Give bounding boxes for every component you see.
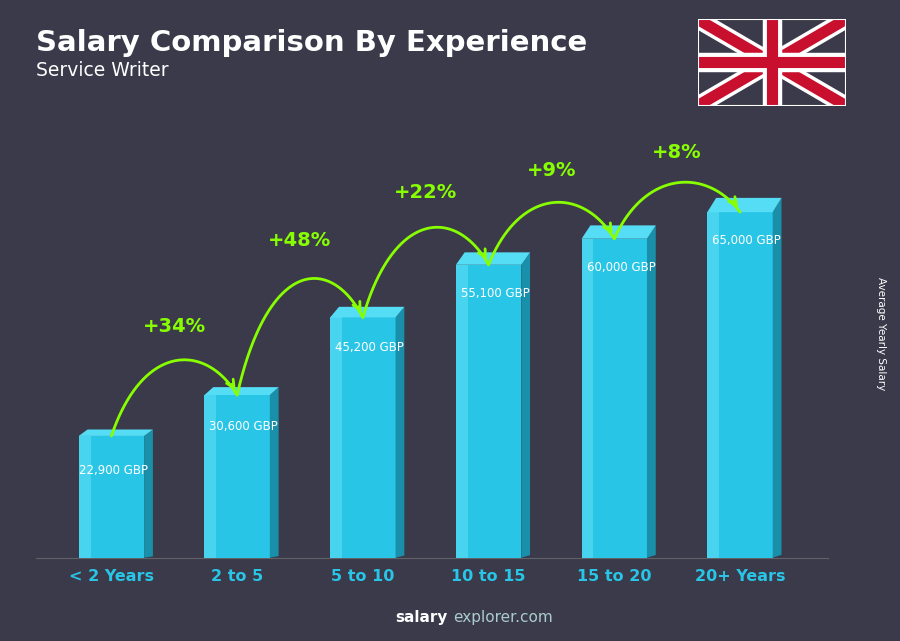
Text: +48%: +48% bbox=[268, 231, 331, 250]
Text: 60,000 GBP: 60,000 GBP bbox=[587, 262, 655, 274]
Polygon shape bbox=[707, 212, 719, 558]
Text: +22%: +22% bbox=[394, 183, 457, 201]
Text: 55,100 GBP: 55,100 GBP bbox=[461, 287, 530, 301]
Polygon shape bbox=[204, 387, 279, 395]
Text: Average Yearly Salary: Average Yearly Salary bbox=[877, 277, 886, 390]
Polygon shape bbox=[456, 253, 530, 265]
Text: explorer.com: explorer.com bbox=[453, 610, 553, 625]
Polygon shape bbox=[330, 317, 342, 558]
Polygon shape bbox=[581, 226, 656, 238]
Polygon shape bbox=[707, 198, 781, 212]
Polygon shape bbox=[521, 253, 530, 558]
Polygon shape bbox=[773, 198, 781, 558]
Text: 22,900 GBP: 22,900 GBP bbox=[78, 464, 148, 478]
Polygon shape bbox=[330, 317, 395, 558]
Text: +9%: +9% bbox=[526, 161, 576, 180]
Text: 45,200 GBP: 45,200 GBP bbox=[335, 342, 404, 354]
Polygon shape bbox=[456, 265, 521, 558]
Text: 65,000 GBP: 65,000 GBP bbox=[712, 234, 781, 247]
Polygon shape bbox=[581, 238, 593, 558]
Text: salary: salary bbox=[395, 610, 447, 625]
Polygon shape bbox=[647, 226, 656, 558]
Polygon shape bbox=[330, 307, 404, 317]
Polygon shape bbox=[78, 436, 91, 558]
Text: +8%: +8% bbox=[652, 143, 702, 162]
Polygon shape bbox=[395, 307, 404, 558]
Polygon shape bbox=[204, 395, 216, 558]
Text: Salary Comparison By Experience: Salary Comparison By Experience bbox=[36, 29, 587, 57]
Polygon shape bbox=[270, 387, 279, 558]
Text: +34%: +34% bbox=[143, 317, 206, 336]
Polygon shape bbox=[78, 429, 153, 436]
Polygon shape bbox=[78, 436, 144, 558]
Polygon shape bbox=[707, 212, 773, 558]
Text: 30,600 GBP: 30,600 GBP bbox=[210, 420, 278, 433]
Polygon shape bbox=[456, 265, 468, 558]
Polygon shape bbox=[204, 395, 270, 558]
Polygon shape bbox=[144, 429, 153, 558]
Polygon shape bbox=[581, 238, 647, 558]
Text: Service Writer: Service Writer bbox=[36, 61, 168, 80]
